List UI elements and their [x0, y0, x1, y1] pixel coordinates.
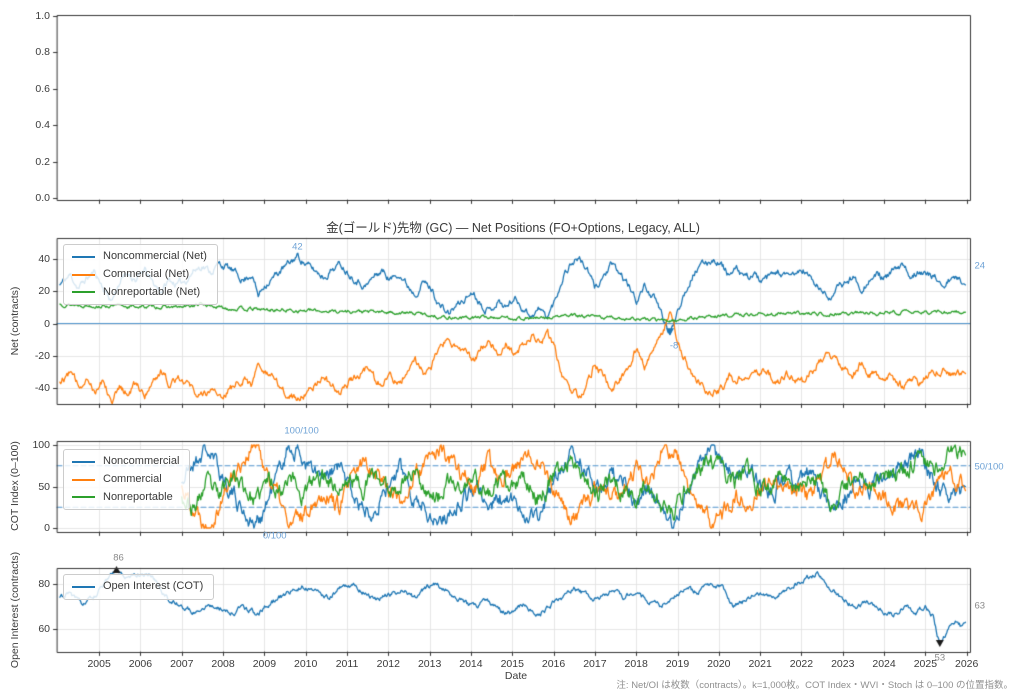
figure: 金(ゴールド)先物 (GC) — Net Positions (FO+Optio…	[0, 0, 1024, 699]
chart-canvas	[0, 0, 1024, 699]
